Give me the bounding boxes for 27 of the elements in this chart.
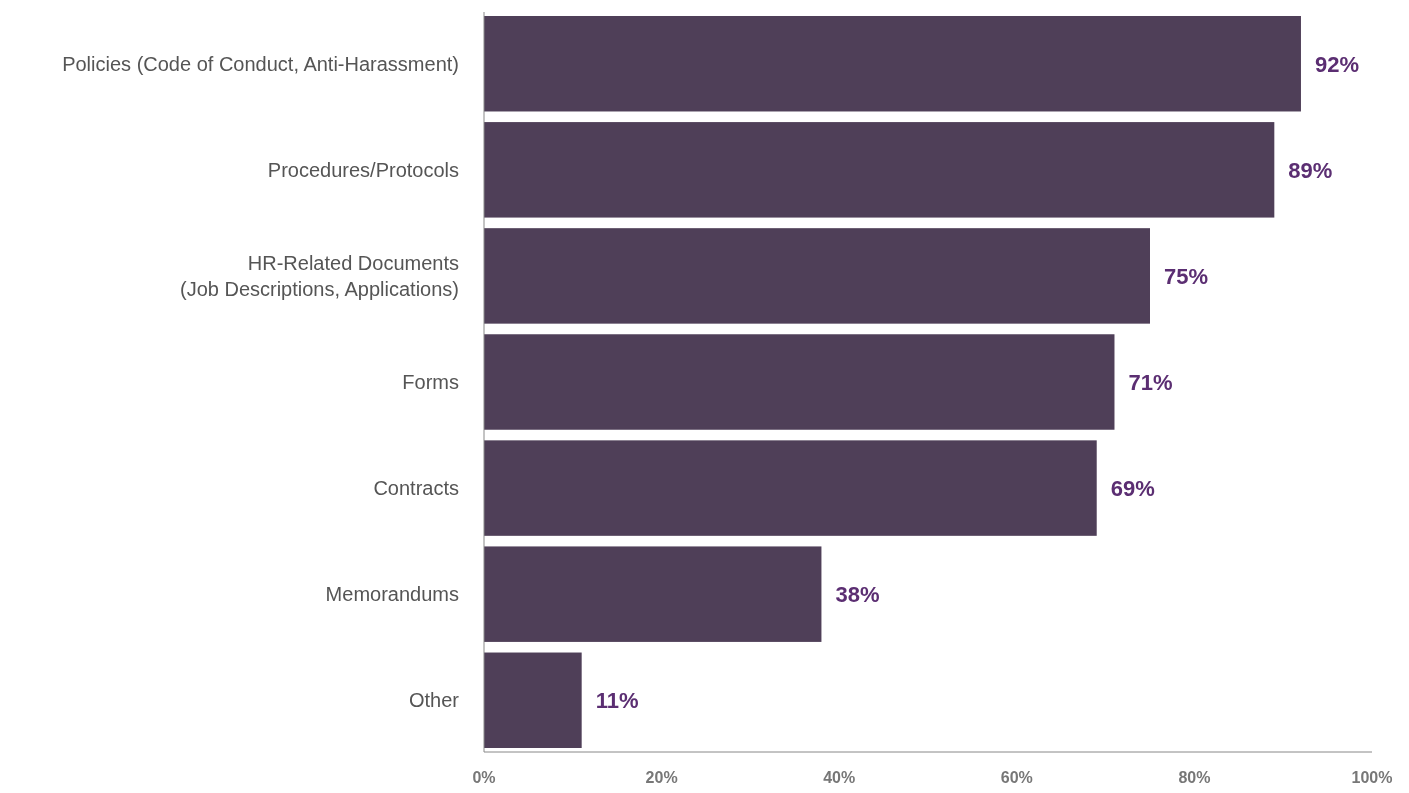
y-tick-label: Other (408, 689, 460, 712)
y-tick-label: HR-Related Documents (Job Descriptions, Applications) (179, 251, 459, 300)
data-label: 89% (1288, 157, 1333, 183)
x-tick-label: 80% (1178, 769, 1211, 786)
bar (484, 652, 582, 748)
x-tick-label: 60% (1000, 769, 1033, 786)
data-label: 92% (1314, 51, 1360, 77)
bar (484, 440, 1097, 536)
y-tick-label: Procedures/Protocols (267, 158, 459, 181)
bar (484, 546, 822, 642)
data-label: 71% (1128, 370, 1173, 395)
x-tick-label: 100% (1351, 769, 1393, 786)
data-label: 75% (1164, 263, 1209, 289)
y-tick-label: Contracts (373, 477, 459, 500)
y-tick-label: Memorandums (325, 583, 459, 606)
data-label: 11% (595, 688, 639, 714)
bar (484, 228, 1150, 324)
y-tick-label: Policies (Code of Conduct, Anti-Harassment) (62, 52, 459, 75)
bar (484, 334, 1115, 430)
bar (484, 122, 1275, 218)
x-tick-label: 0% (472, 769, 496, 786)
x-tick-label: 20% (645, 769, 678, 786)
y-tick-label: Forms (402, 371, 459, 393)
data-label: 38% (835, 582, 880, 608)
x-tick-label: 40% (823, 769, 856, 786)
data-label: 69% (1110, 476, 1155, 502)
bar (484, 16, 1301, 112)
